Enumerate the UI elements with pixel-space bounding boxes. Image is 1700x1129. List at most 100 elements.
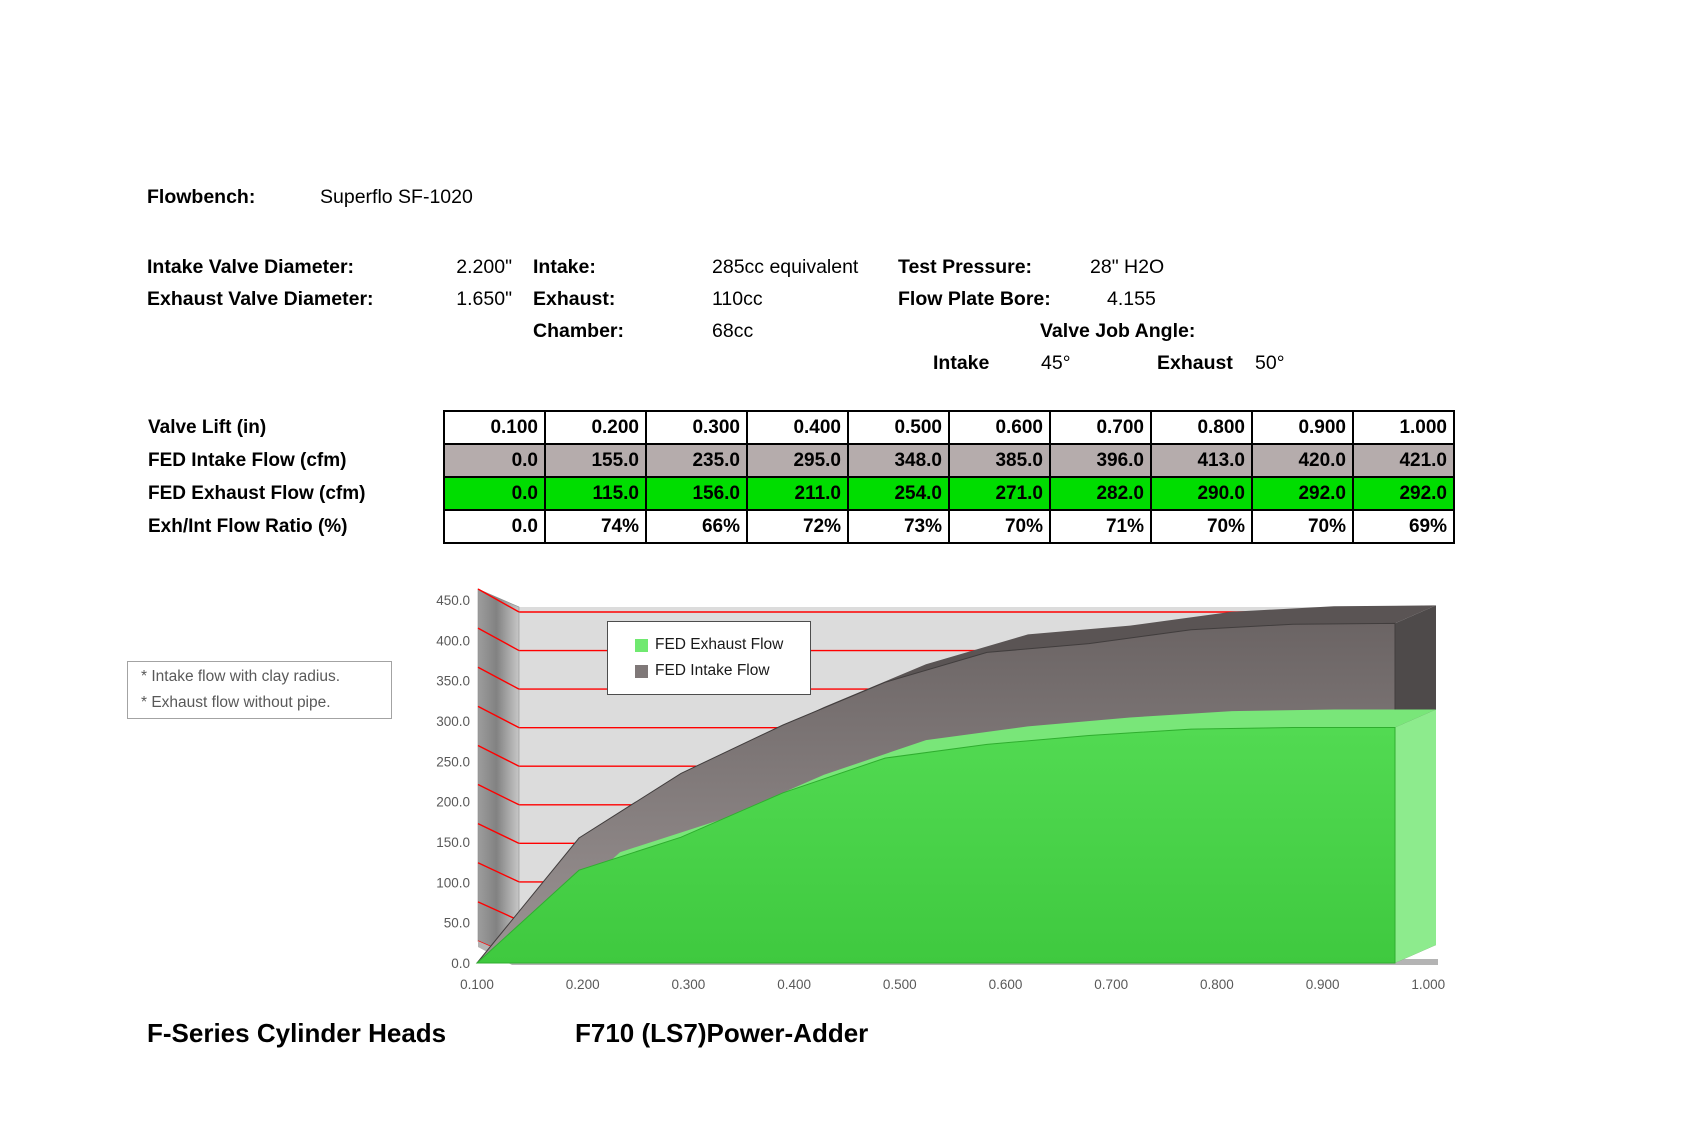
note-line-2: * Exhaust flow without pipe. [141, 694, 331, 711]
flowbench-label: Flowbench: [147, 186, 256, 208]
table-cell: 0.500 [847, 410, 950, 445]
legend-label-exhaust: FED Exhaust Flow [655, 636, 784, 653]
table-cell: 0.200 [544, 410, 647, 445]
table-row-label: Exh/Int Flow Ratio (%) [148, 510, 444, 543]
table-cell: 385.0 [948, 443, 1051, 478]
table-cell: 0.900 [1251, 410, 1354, 445]
gridline-wall [477, 744, 520, 767]
y-tick-label: 150.0 [436, 835, 470, 850]
table-cell: 71% [1049, 509, 1152, 544]
table-cell: 70% [1150, 509, 1253, 544]
table-row: FED Exhaust Flow (cfm) 0.0 115.0 156.0 211.0… [148, 476, 1455, 511]
table-cell: 282.0 [1049, 476, 1152, 511]
table-cell: 0.0 [443, 443, 546, 478]
y-tick-label: 50.0 [444, 916, 470, 931]
table-cell: 292.0 [1352, 476, 1455, 511]
flow-chart: 450.0 400.0 350.0 300.0 250.0 200.0 150.0 100.0… [436, 588, 1445, 992]
table-cell: 421.0 [1352, 443, 1455, 478]
intake-port-value: 285cc equivalent [712, 256, 859, 278]
table-row-label: Valve Lift (in) [148, 411, 444, 444]
gridline-wall [477, 901, 520, 922]
intake-valve-diameter-label: Intake Valve Diameter: [147, 256, 355, 278]
x-tick-label: 0.600 [989, 977, 1023, 992]
table-cell: 70% [1251, 509, 1354, 544]
table-cell: 70% [948, 509, 1051, 544]
test-pressure-value: 28" H2O [1090, 256, 1165, 278]
gridline-wall [477, 783, 520, 806]
gridline-wall [477, 823, 520, 844]
table-row: Valve Lift (in) 0.100 0.200 0.300 0.400 0.500… [148, 410, 1455, 445]
footer-series-title: F-Series Cylinder Heads [147, 1018, 447, 1048]
area-exhaust-front-face [475, 727, 1396, 964]
x-tick-label: 0.400 [777, 977, 811, 992]
exhaust-valve-diameter-value: 1.650" [456, 288, 512, 310]
gridline-wall [477, 588, 520, 613]
flow-plate-bore-label: Flow Plate Bore: [898, 288, 1051, 310]
legend-entry-intake: FED Intake Flow [635, 659, 800, 683]
table-cell: 69% [1352, 509, 1455, 544]
intake-port-label: Intake: [533, 256, 596, 278]
chamber-value: 68cc [712, 320, 754, 342]
table-cell: 295.0 [746, 443, 849, 478]
valve-job-intake-label: Intake [933, 352, 990, 374]
valve-job-intake-value: 45° [1041, 352, 1071, 374]
table-cell: 396.0 [1049, 443, 1152, 478]
table-cell: 292.0 [1251, 476, 1354, 511]
flow-data-table: Valve Lift (in) 0.100 0.200 0.300 0.400 0.500… [148, 410, 1455, 544]
chamber-label: Chamber: [533, 320, 625, 342]
gridline-wall [477, 705, 520, 729]
x-tick-label: 0.900 [1306, 977, 1340, 992]
legend-label-intake: FED Intake Flow [655, 662, 770, 679]
table-cell: 1.000 [1352, 410, 1455, 445]
exhaust-port-value: 110cc [712, 288, 763, 310]
table-cell: 73% [847, 509, 950, 544]
y-tick-label: 400.0 [436, 633, 470, 648]
chart-side-wall [477, 588, 520, 960]
table-cell: 0.400 [746, 410, 849, 445]
gridline-wall [477, 627, 520, 652]
table-cell: 0.700 [1049, 410, 1152, 445]
x-tick-label: 0.300 [672, 977, 706, 992]
y-tick-label: 250.0 [436, 754, 470, 769]
table-cell: 235.0 [645, 443, 748, 478]
legend-entry-exhaust: FED Exhaust Flow [635, 633, 800, 657]
x-tick-label: 0.500 [883, 977, 917, 992]
x-tick-label: 1.000 [1411, 977, 1445, 992]
table-cell: 254.0 [847, 476, 950, 511]
valve-job-exhaust-value: 50° [1255, 352, 1285, 374]
legend-swatch-intake-icon [635, 664, 648, 678]
table-cell: 211.0 [746, 476, 849, 511]
exhaust-valve-diameter-label: Exhaust Valve Diameter: [147, 288, 374, 310]
table-cell: 0.300 [645, 410, 748, 445]
test-pressure-label: Test Pressure: [898, 256, 1033, 278]
chart-legend: FED Exhaust Flow FED Intake Flow [607, 621, 811, 695]
valve-job-angle-label: Valve Job Angle: [1040, 320, 1196, 342]
table-cell: 348.0 [847, 443, 950, 478]
table-cell: 155.0 [544, 443, 647, 478]
table-cell: 0.0 [443, 476, 546, 511]
table-row: FED Intake Flow (cfm) 0.0 155.0 235.0 295.0 3… [148, 443, 1455, 478]
exhaust-port-label: Exhaust: [533, 288, 616, 310]
table-cell: 66% [645, 509, 748, 544]
area-exhaust-side-face [1395, 709, 1436, 963]
table-cell: 0.100 [443, 410, 546, 445]
y-tick-label: 350.0 [436, 674, 470, 689]
x-tick-label: 0.200 [566, 977, 600, 992]
x-tick-label: 0.800 [1200, 977, 1234, 992]
gridline-wall [477, 862, 520, 883]
gridline-wall [477, 666, 520, 690]
y-tick-label: 300.0 [436, 714, 470, 729]
table-row-label: FED Exhaust Flow (cfm) [148, 477, 444, 510]
valve-job-exhaust-label: Exhaust [1157, 352, 1233, 374]
footer-head-model: F710 (LS7)Power-Adder [575, 1018, 869, 1048]
flow-plate-bore-value: 4.155 [1107, 288, 1156, 310]
x-tick-label: 0.100 [460, 977, 494, 992]
table-row: Exh/Int Flow Ratio (%) 0.0 74% 66% 72% 73% 70%… [148, 509, 1455, 544]
table-cell: 0.800 [1150, 410, 1253, 445]
note-line-1: * Intake flow with clay radius. [141, 668, 341, 685]
x-tick-label: 0.700 [1094, 977, 1128, 992]
table-cell: 0.600 [948, 410, 1051, 445]
table-cell: 0.0 [443, 509, 546, 544]
table-cell: 156.0 [645, 476, 748, 511]
